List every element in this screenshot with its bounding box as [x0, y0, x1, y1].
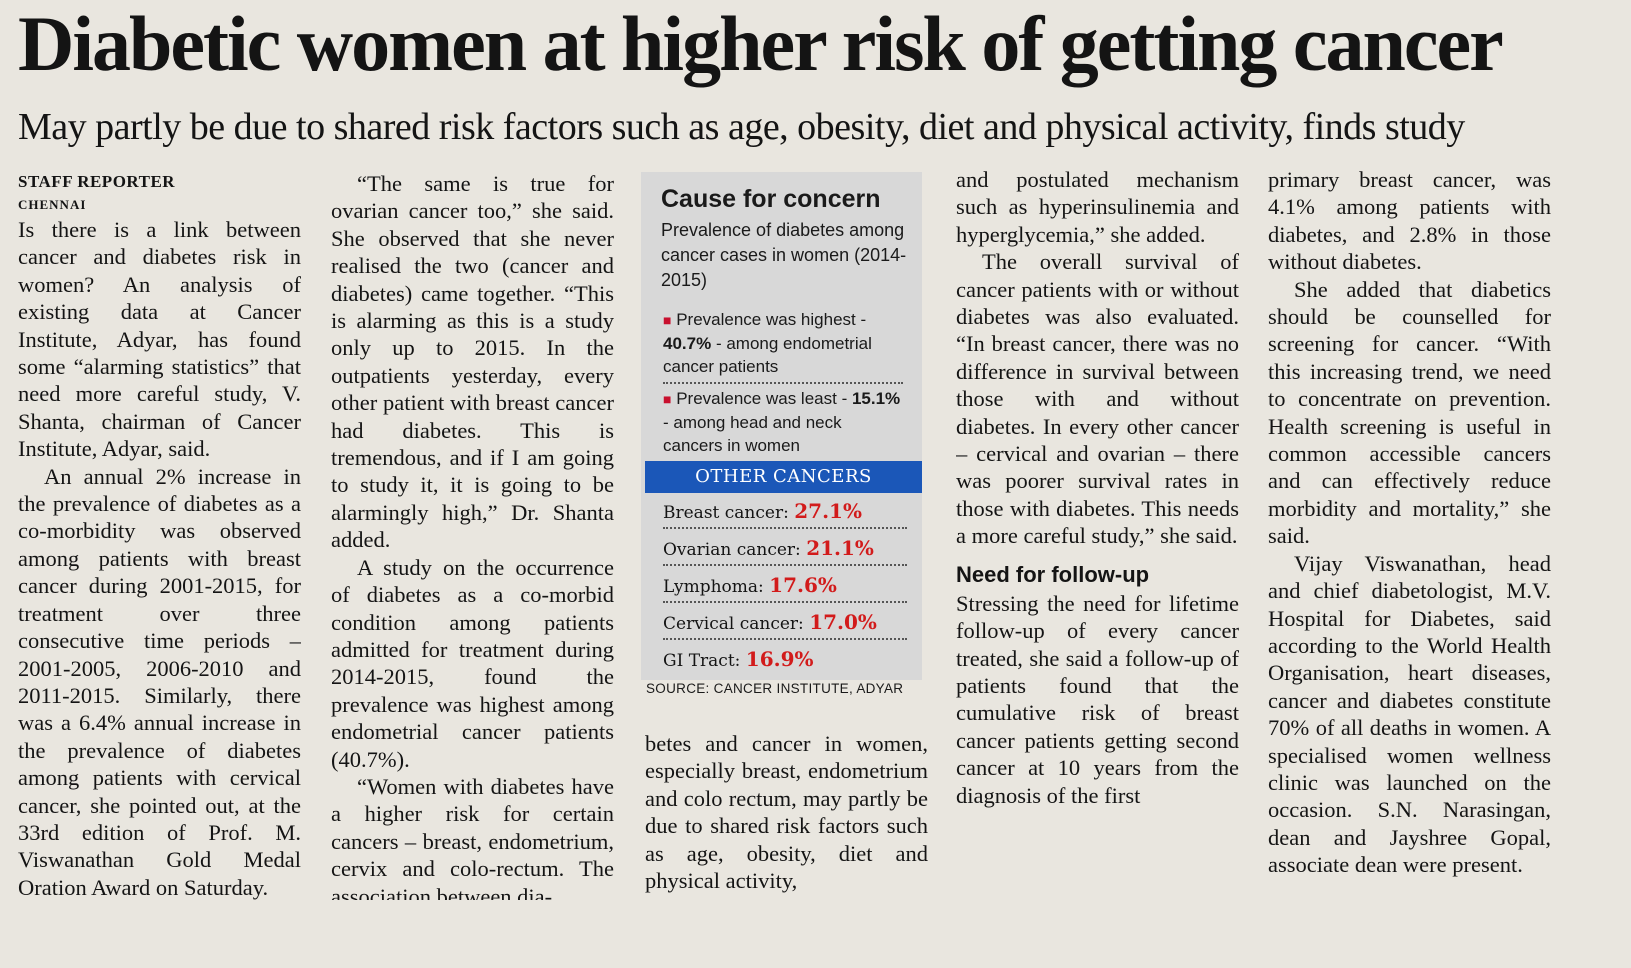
- paragraph: A study on the occurrence of diabetes as…: [331, 554, 614, 772]
- least-prevalence: ■ Prevalence was least - 15.1% - among h…: [663, 387, 903, 463]
- cancer-name: Lymphoma:: [663, 577, 764, 597]
- headline: Diabetic women at higher risk of getting…: [18, 0, 1504, 87]
- highest-value: 40.7%: [663, 334, 712, 353]
- highest-prevalence: ■ Prevalence was highest - 40.7% - among…: [663, 308, 903, 384]
- paragraph: Vijay Viswanathan, head and chief diabet…: [1268, 550, 1551, 878]
- subheadline: May partly be due to shared risk factors…: [18, 106, 1465, 148]
- least-value: 15.1%: [851, 389, 901, 408]
- cancer-name: Breast cancer:: [663, 503, 789, 523]
- paragraph: An annual 2% increase in the prevalence …: [18, 463, 301, 900]
- paragraph: She added that diabetics should be couns…: [1268, 276, 1551, 549]
- cancer-value: 17.0%: [809, 610, 877, 634]
- dateline: CHENNAI: [18, 197, 87, 212]
- infobox-source: SOURCE: CANCER INSTITUTE, ADYAR: [646, 681, 904, 696]
- cancer-name: Cervical cancer:: [663, 614, 804, 634]
- cancer-row: Lymphoma: 17.6%: [663, 566, 907, 603]
- highest-rest: - among endometrial cancer patients: [663, 334, 872, 376]
- paragraph: “The same is true for ovarian cancer too…: [331, 171, 614, 553]
- column-1: STAFF REPORTER CHENNAI Is there is a lin…: [18, 170, 301, 900]
- infographic-box: Cause for concern Prevalence of diabetes…: [641, 172, 922, 680]
- paragraph: betes and cancer in women, especially br…: [645, 731, 928, 894]
- paragraph: “Women with diabetes have a higher risk …: [331, 773, 614, 900]
- column-2: “The same is true for ovarian cancer too…: [331, 170, 614, 900]
- infobox-subtitle: Prevalence of diabetes among cancer case…: [661, 220, 907, 290]
- least-label: Prevalence was least -: [676, 389, 848, 408]
- paragraph: The overall survival of cancer patients …: [956, 249, 1239, 549]
- cancer-row: Cervical cancer: 17.0%: [663, 603, 907, 640]
- paragraph: Stressing the need for lifetime follow-u…: [956, 590, 1239, 808]
- cancer-value: 17.6%: [769, 573, 837, 597]
- paragraph: and postulated mechanism such as hyperin…: [956, 167, 1239, 247]
- cancer-value: 16.9%: [745, 647, 814, 671]
- column-5: primary breast cancer, was 4.1% among pa…: [1268, 166, 1551, 900]
- paragraph: primary breast cancer, was 4.1% among pa…: [1268, 167, 1551, 275]
- cancer-row: GI Tract: 16.9%: [663, 640, 907, 677]
- infobox-title: Cause for concern: [661, 185, 881, 213]
- cancer-name: GI Tract:: [663, 651, 741, 671]
- bullet-square-icon: ■: [663, 391, 672, 407]
- least-rest: - among head and neck cancers in women: [663, 413, 842, 455]
- bullet-square-icon: ■: [663, 312, 672, 328]
- highest-label: Prevalence was highest -: [676, 310, 867, 329]
- paragraph: Is there is a link between cancer and di…: [18, 217, 301, 462]
- column-3: betes and cancer in women, especially br…: [645, 730, 928, 900]
- section-subheading: Need for follow-up: [956, 561, 1150, 587]
- cancer-row: Ovarian cancer: 21.1%: [663, 529, 907, 566]
- cancer-row: Breast cancer: 27.1%: [663, 492, 907, 529]
- byline: STAFF REPORTER: [18, 172, 176, 191]
- other-cancers-list: Breast cancer: 27.1% Ovarian cancer: 21.…: [663, 492, 907, 677]
- column-4: and postulated mechanism such as hyperin…: [956, 166, 1239, 900]
- cancer-value: 27.1%: [794, 499, 862, 523]
- cancer-name: Ovarian cancer:: [663, 540, 801, 560]
- other-cancers-header: OTHER CANCERS: [645, 461, 922, 493]
- cancer-value: 21.1%: [806, 536, 874, 560]
